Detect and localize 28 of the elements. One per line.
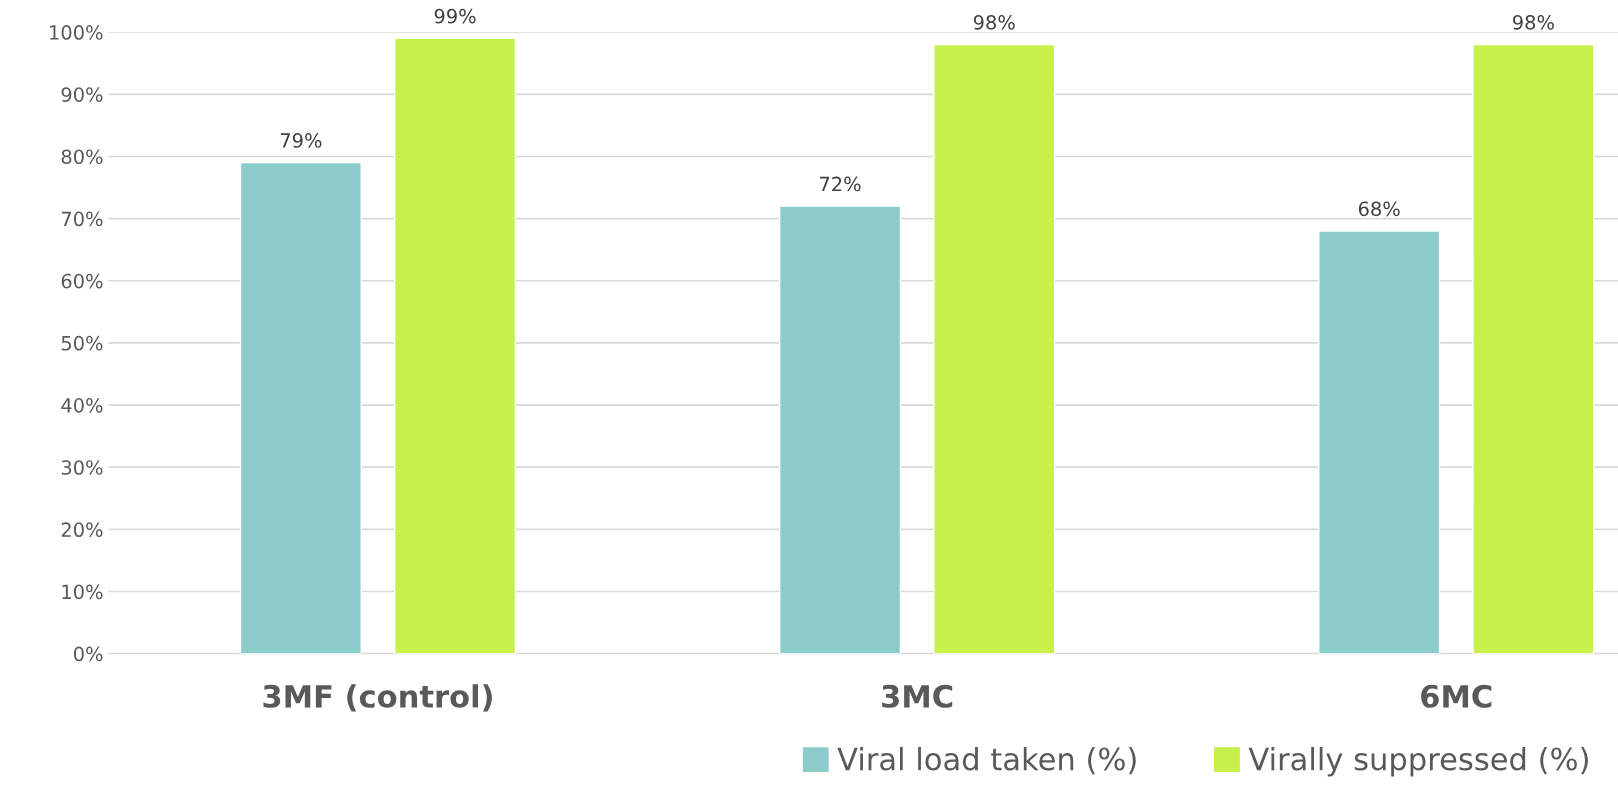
- y-tick-label: 60%: [61, 273, 103, 289]
- bar: [393, 37, 517, 654]
- y-tick-label: 100%: [50, 25, 103, 40]
- bar: [239, 161, 362, 654]
- y-tick-label: 0%: [73, 646, 103, 662]
- x-tick-label: 6MC: [1421, 684, 1492, 708]
- bar: [1318, 230, 1441, 654]
- text: 98%: [973, 15, 1015, 30]
- x-tick-label: 3MF (control): [263, 684, 492, 712]
- text: 79%: [280, 133, 322, 148]
- y-tick-label: 90%: [61, 87, 103, 102]
- bar: [1472, 43, 1595, 654]
- y-tick-label: 10%: [62, 584, 103, 600]
- y-tick-label: 80%: [61, 149, 103, 165]
- y-tick-label: 70%: [61, 211, 103, 227]
- legend-label: Virally suppressed (%): [1248, 746, 1588, 777]
- text: 98%: [1512, 15, 1554, 30]
- x-tick-label: 3MC: [882, 684, 953, 708]
- y-tick-label: 40%: [61, 398, 103, 413]
- text: 68%: [1358, 201, 1400, 217]
- y-tick-label: 50%: [61, 335, 103, 351]
- bar: [933, 43, 1056, 654]
- y-tick-label: 30%: [61, 460, 103, 475]
- text: 72%: [820, 176, 861, 192]
- y-tick-label: 20%: [61, 522, 103, 538]
- text: 99%: [434, 8, 476, 24]
- bar: [778, 205, 902, 654]
- legend-label: Viral load taken (%): [837, 746, 1136, 775]
